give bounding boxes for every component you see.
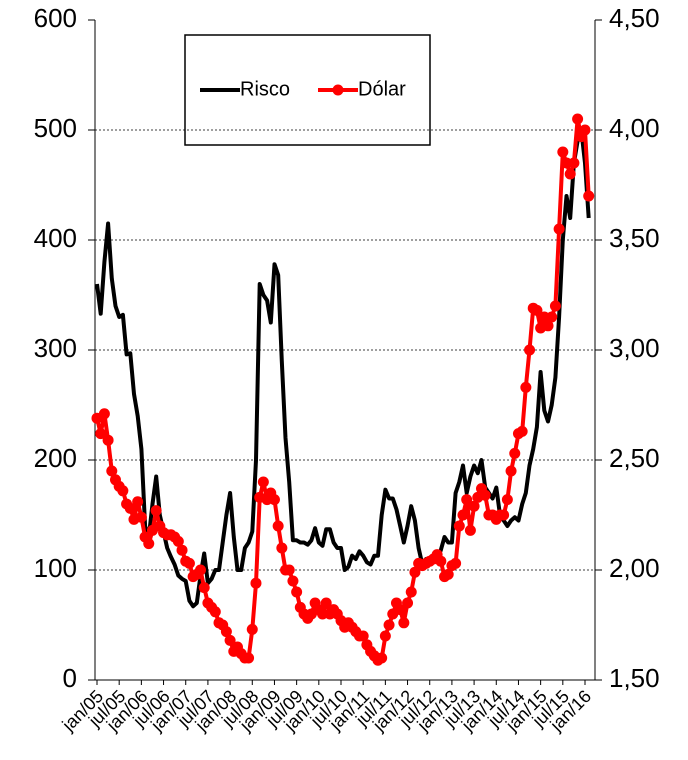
point [516,425,528,437]
point [450,557,462,569]
point [117,485,129,497]
y2-tick-label: 2,50 [609,443,660,473]
point [457,509,469,521]
point [195,564,207,576]
series-line [95,117,591,663]
point [95,428,107,440]
y-tick-label: 200 [34,443,77,473]
point [549,300,561,312]
y2-tick-label: 4,00 [609,113,660,143]
point [405,586,417,598]
point [276,542,288,554]
point [283,564,295,576]
point [198,582,210,594]
point [379,630,391,642]
point [531,304,543,316]
point [542,320,554,332]
y-tick-label: 400 [34,223,77,253]
point [557,146,569,158]
y2-tick-label: 3,50 [609,223,660,253]
point [257,476,269,488]
y2-tick-label: 4,50 [609,3,660,33]
y-tick-label: 500 [34,113,77,143]
point [464,524,476,536]
point [132,496,144,508]
point [176,544,188,556]
point [568,157,580,169]
point [320,597,332,609]
point [520,381,532,393]
point [579,124,591,136]
point [287,575,299,587]
point [501,494,513,506]
point [509,447,521,459]
point [409,566,421,578]
legend-marker [332,84,344,96]
y-tick-label: 300 [34,333,77,363]
y2-tick-label: 2,00 [609,553,660,583]
point [553,223,565,235]
point [546,311,558,323]
point [461,494,473,506]
point [143,538,155,550]
point [564,168,576,180]
point [272,520,284,532]
point [98,408,110,420]
point [250,577,262,589]
point [220,626,232,638]
point [453,520,465,532]
point [398,617,410,629]
point [383,619,395,631]
point [135,511,147,523]
point [172,535,184,547]
point [479,489,491,501]
point [246,623,258,635]
point [102,434,114,446]
legend-label: Dólar [358,78,406,100]
point [376,652,388,664]
point [224,634,236,646]
point [524,344,536,356]
point [435,555,447,567]
point [106,465,118,477]
y-tick-label: 0 [63,663,77,693]
point [150,505,162,517]
y2-tick-label: 3,00 [609,333,660,363]
y-tick-label: 100 [34,553,77,583]
point [394,604,406,616]
y2-tick-label: 1,50 [609,663,660,693]
y-tick-label: 600 [34,3,77,33]
point [402,597,414,609]
point [498,509,510,521]
point [209,606,221,618]
point [183,557,195,569]
point [357,630,369,642]
point [468,500,480,512]
series-line [95,128,591,609]
point [243,652,255,664]
point [442,568,454,580]
point [268,494,280,506]
point [291,586,303,598]
point [583,190,595,202]
point [124,502,136,514]
point [572,113,584,125]
point [505,465,517,477]
legend-label: Risco [240,78,290,100]
